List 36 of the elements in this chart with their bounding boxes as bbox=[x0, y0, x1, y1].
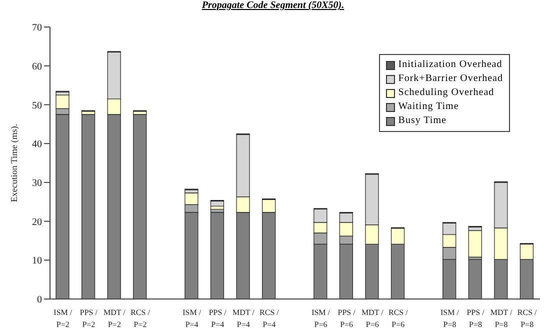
y-tick-label: 70 bbox=[32, 22, 42, 34]
y-tick-label: 10 bbox=[32, 256, 42, 267]
bar bbox=[468, 259, 482, 299]
x-tick-label: RCS / P=2 bbox=[130, 308, 151, 329]
chart-title: Propagate Code Segment (50X50). bbox=[200, 0, 346, 11]
x-tick-label: MDT / P=4 bbox=[232, 308, 256, 329]
x-tick-label: ISM / P=6 bbox=[312, 308, 331, 329]
x-tick-label: RCS / P=6 bbox=[388, 308, 409, 329]
x-tick-label: PPS / P=2 bbox=[80, 308, 98, 329]
legend-label: Initialization Overhead bbox=[398, 58, 502, 72]
legend-label: Scheduling Overhead bbox=[398, 86, 494, 100]
x-tick-label: PPS / P=6 bbox=[338, 308, 356, 329]
bar bbox=[133, 114, 147, 299]
x-tick-label: ISM / P=4 bbox=[182, 308, 202, 329]
x-tick-label: PPS / P=4 bbox=[208, 308, 228, 329]
x-tick-label: RCS / P=4 bbox=[260, 308, 280, 329]
y-axis-title: Execution Time (ms). bbox=[9, 124, 20, 202]
x-tick-label: ISM / P=8 bbox=[440, 308, 460, 329]
y-tick-label: 20 bbox=[32, 216, 42, 228]
x-tick-label: RCS / P=8 bbox=[517, 308, 538, 329]
x-tick-label: MDT / P=2 bbox=[104, 308, 126, 329]
y-tick-label: 50 bbox=[32, 100, 42, 112]
legend-label: Busy Time bbox=[398, 114, 446, 128]
legend-label: Fork+Barrier Overhead bbox=[398, 72, 503, 86]
y-tick-label: 60 bbox=[32, 61, 42, 72]
bar bbox=[210, 212, 224, 299]
bar bbox=[468, 230, 482, 258]
y-tick-label: 0 bbox=[37, 294, 42, 306]
x-tick-label: MDT / P=8 bbox=[490, 308, 514, 329]
x-tick-label: MDT / P=6 bbox=[361, 308, 384, 329]
y-tick-label: 40 bbox=[32, 139, 42, 150]
x-tick-label: PPS / P=8 bbox=[466, 308, 486, 329]
bar bbox=[81, 114, 96, 299]
legend-label: Waiting Time bbox=[398, 100, 459, 114]
y-tick-label: 30 bbox=[32, 178, 42, 189]
x-tick-label: ISM / P=2 bbox=[54, 308, 73, 329]
